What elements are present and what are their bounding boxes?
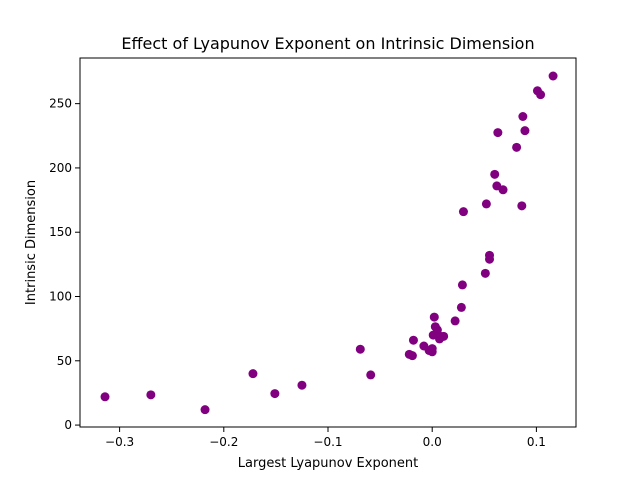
- data-point-33: [498, 185, 508, 195]
- data-point-35: [517, 201, 527, 211]
- data-point-40: [548, 71, 558, 81]
- y-ticks: 0 50 100 150 200 250: [49, 97, 80, 432]
- data-point-22: [450, 316, 460, 326]
- data-point-14: [427, 344, 437, 354]
- points-layer: [100, 71, 558, 415]
- data-point-26: [480, 268, 490, 278]
- data-point-21: [439, 331, 449, 341]
- x-axis-label: Largest Lyapunov Exponent: [238, 456, 418, 471]
- x-tick-label-4: 0.1: [527, 435, 546, 449]
- data-point-34: [512, 142, 522, 152]
- data-point-3: [248, 369, 258, 379]
- chart-title: Effect of Lyapunov Exponent on Intrinsic…: [121, 34, 534, 53]
- x-tick-label-0: −0.3: [105, 435, 134, 449]
- y-tick-label-5: 250: [49, 97, 72, 111]
- x-tick-label-2: −0.1: [313, 435, 342, 449]
- data-point-4: [270, 389, 280, 399]
- data-point-5: [297, 380, 307, 390]
- data-point-25: [458, 207, 468, 217]
- x-ticks: −0.3 −0.2 −0.1 0.0 0.1: [105, 427, 546, 449]
- data-point-24: [457, 280, 467, 290]
- data-point-36: [518, 112, 528, 121]
- data-point-10: [408, 335, 418, 345]
- data-point-9: [407, 351, 417, 361]
- data-point-23: [456, 302, 466, 312]
- data-point-2: [200, 405, 210, 415]
- data-point-29: [485, 250, 495, 260]
- data-point-32: [493, 128, 503, 138]
- data-point-16: [429, 312, 439, 322]
- data-point-39: [536, 90, 546, 100]
- y-tick-label-0: 0: [64, 418, 72, 432]
- y-tick-label-2: 100: [49, 290, 72, 304]
- data-point-37: [520, 126, 530, 136]
- y-tick-label-1: 50: [57, 354, 72, 368]
- data-point-6: [355, 344, 365, 354]
- y-tick-label-3: 150: [49, 225, 72, 239]
- data-point-1: [146, 390, 156, 400]
- y-axis-label: Intrinsic Dimension: [24, 180, 39, 305]
- x-tick-label-1: −0.2: [209, 435, 238, 449]
- x-tick-label-3: 0.0: [423, 435, 442, 449]
- data-point-27: [481, 199, 491, 209]
- data-point-0: [100, 392, 110, 402]
- data-point-30: [490, 169, 500, 179]
- plot-area-frame: [79, 57, 577, 428]
- data-point-7: [366, 370, 376, 380]
- y-tick-label-4: 200: [49, 161, 72, 175]
